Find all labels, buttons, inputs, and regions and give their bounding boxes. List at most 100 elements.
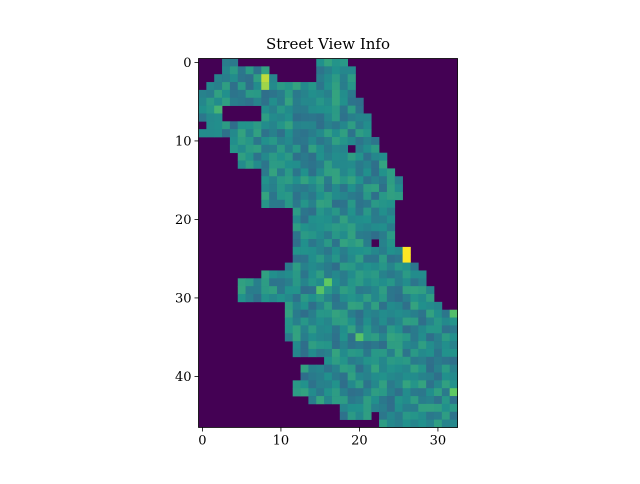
heatmap-cell bbox=[308, 380, 317, 389]
y-tick-label: 30 bbox=[175, 291, 192, 306]
heatmap-cell bbox=[379, 380, 388, 389]
heatmap-cell bbox=[355, 97, 364, 106]
heatmap-cell bbox=[316, 58, 325, 67]
heatmap-cell bbox=[339, 199, 348, 208]
heatmap-cell bbox=[316, 231, 325, 240]
heatmap-cell bbox=[347, 396, 356, 405]
heatmap-cell bbox=[269, 97, 278, 106]
heatmap-cell bbox=[292, 144, 301, 154]
heatmap-cell bbox=[371, 176, 380, 185]
heatmap-cell bbox=[347, 246, 356, 256]
heatmap-cell bbox=[363, 333, 372, 342]
heatmap-cell bbox=[339, 278, 348, 287]
heatmap-cell bbox=[324, 121, 333, 130]
heatmap-cell bbox=[324, 396, 333, 405]
heatmap-cell bbox=[371, 294, 380, 303]
heatmap-cell bbox=[292, 82, 301, 91]
heatmap-cell bbox=[379, 364, 388, 373]
heatmap-cell bbox=[308, 278, 317, 287]
heatmap-cell bbox=[371, 231, 380, 240]
heatmap-cell bbox=[331, 199, 341, 208]
heatmap-cell bbox=[371, 191, 380, 201]
heatmap-cell bbox=[316, 278, 325, 287]
heatmap-cell bbox=[261, 278, 270, 287]
heatmap-cell bbox=[324, 191, 333, 201]
heatmap-cell bbox=[339, 254, 348, 263]
heatmap-cell bbox=[394, 419, 403, 428]
heatmap-cell bbox=[284, 325, 294, 334]
heatmap-cell bbox=[371, 278, 380, 287]
heatmap-cell bbox=[410, 325, 419, 334]
heatmap-cell bbox=[237, 152, 246, 161]
heatmap-cell bbox=[284, 278, 294, 287]
heatmap-cell bbox=[331, 223, 341, 232]
heatmap-cell bbox=[355, 278, 364, 287]
heatmap-cell bbox=[386, 278, 396, 287]
heatmap-cell bbox=[434, 380, 443, 389]
heatmap-cell bbox=[331, 301, 341, 311]
heatmap-cell bbox=[434, 309, 443, 318]
heatmap-cell bbox=[386, 348, 396, 358]
heatmap-cell bbox=[308, 184, 317, 193]
heatmap-cell bbox=[339, 301, 348, 311]
heatmap-cell bbox=[418, 309, 427, 318]
heatmap-cell bbox=[308, 113, 317, 122]
heatmap-cell bbox=[347, 254, 356, 263]
heatmap-cell bbox=[300, 341, 309, 350]
heatmap-cell bbox=[402, 396, 411, 405]
heatmap-cell bbox=[347, 168, 356, 177]
heatmap-cell bbox=[308, 105, 317, 114]
heatmap-cell bbox=[386, 207, 396, 216]
heatmap-cell bbox=[339, 356, 348, 365]
heatmap-cell bbox=[237, 121, 246, 130]
heatmap-cell bbox=[355, 403, 364, 413]
heatmap-cell bbox=[316, 144, 325, 154]
heatmap-cell bbox=[402, 294, 411, 303]
heatmap-cell bbox=[418, 403, 427, 413]
heatmap-cell bbox=[222, 129, 231, 138]
heatmap-cell bbox=[386, 286, 396, 295]
heatmap-cell bbox=[269, 270, 278, 279]
heatmap-cell bbox=[355, 121, 364, 130]
heatmap-cell bbox=[300, 199, 309, 208]
heatmap-cell bbox=[324, 239, 333, 248]
heatmap-cell bbox=[277, 176, 286, 185]
heatmap-cell bbox=[300, 129, 309, 138]
heatmap-cell bbox=[308, 231, 317, 240]
heatmap-cell bbox=[363, 191, 372, 201]
heatmap-cell bbox=[324, 160, 333, 169]
heatmap-cell bbox=[363, 160, 372, 169]
heatmap-cell bbox=[316, 246, 325, 256]
heatmap-cell bbox=[355, 113, 364, 122]
heatmap-cell bbox=[324, 184, 333, 193]
heatmap-cell bbox=[339, 309, 348, 318]
heatmap-cell bbox=[394, 364, 403, 373]
heatmap-cell bbox=[418, 411, 427, 420]
heatmap-cell bbox=[363, 396, 372, 405]
heatmap-cell bbox=[222, 66, 231, 75]
heatmap-cell bbox=[261, 144, 270, 154]
heatmap-cell bbox=[339, 396, 348, 405]
heatmap-cell bbox=[371, 184, 380, 193]
heatmap-cell bbox=[386, 341, 396, 350]
heatmap-cell bbox=[355, 199, 364, 208]
heatmap-cell bbox=[434, 356, 443, 365]
heatmap-cell bbox=[355, 262, 364, 271]
heatmap-cell bbox=[324, 82, 333, 91]
heatmap-cell bbox=[253, 160, 262, 169]
heatmap-cell bbox=[261, 113, 270, 122]
heatmap-cell bbox=[426, 356, 435, 365]
heatmap-cell bbox=[316, 286, 325, 295]
heatmap-cell bbox=[300, 286, 309, 295]
heatmap-cell bbox=[261, 184, 270, 193]
heatmap-cell bbox=[379, 207, 388, 216]
heatmap-cell bbox=[449, 348, 458, 358]
heatmap-cell bbox=[308, 121, 317, 130]
heatmap-cell bbox=[347, 278, 356, 287]
heatmap-cell bbox=[229, 137, 239, 146]
heatmap-cell bbox=[347, 301, 356, 311]
heatmap-cell bbox=[331, 58, 341, 67]
heatmap-cell bbox=[410, 341, 419, 350]
heatmap-cell bbox=[402, 325, 411, 334]
heatmap-cell bbox=[324, 262, 333, 271]
